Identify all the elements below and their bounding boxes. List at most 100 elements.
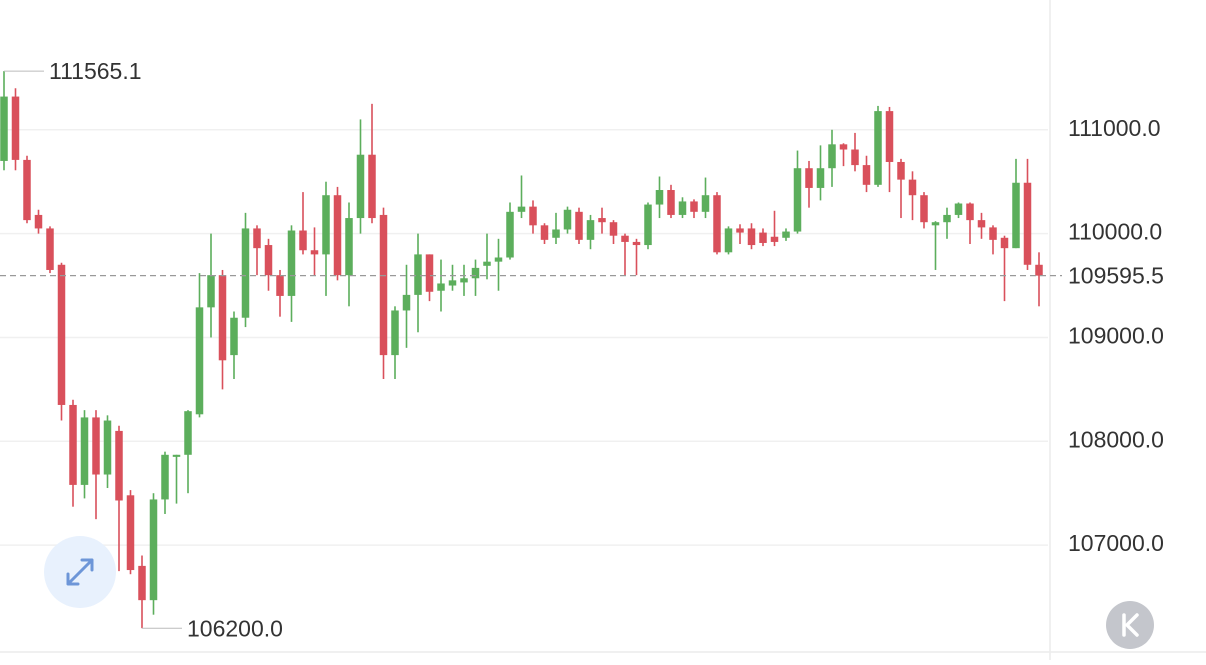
candle-body [115, 430, 123, 501]
max-label: 111565.1 [49, 58, 142, 84]
candle-body [11, 96, 20, 160]
candle-body [460, 278, 468, 283]
candle-body [287, 230, 296, 296]
y-tick-label: 107000.0 [1068, 530, 1164, 556]
y-tick-label: 110000.0 [1068, 219, 1162, 245]
candle-body [552, 229, 560, 238]
candle-body [540, 225, 549, 240]
candle-body [678, 201, 687, 215]
candle-body [161, 454, 169, 500]
candle-body [736, 228, 744, 233]
candle-body [368, 154, 376, 219]
candle-body [333, 195, 342, 276]
candle-body [632, 241, 641, 246]
candle-body [609, 222, 618, 236]
candle-body [782, 231, 790, 238]
candle-body [195, 307, 204, 415]
candle-body [299, 230, 307, 251]
candle-body [172, 454, 181, 457]
candle-body [989, 227, 997, 240]
candle-body [322, 195, 330, 255]
candle-body [471, 267, 480, 279]
candle-body [1012, 182, 1020, 249]
candle-body [230, 317, 238, 356]
candle-body [954, 203, 963, 215]
candle-body [425, 254, 434, 292]
candle-body [483, 261, 491, 266]
candle-body [80, 417, 89, 485]
candle-body [207, 275, 215, 308]
candle-body [920, 195, 928, 223]
candle-body [862, 165, 871, 185]
candle-body [759, 232, 767, 243]
candle-body [149, 499, 158, 601]
candle-body [356, 154, 365, 219]
y-tick-label: 109000.0 [1068, 323, 1164, 349]
min-label: 106200.0 [187, 615, 283, 641]
candle-body [851, 149, 859, 166]
candle-body [828, 144, 836, 169]
candle-body [57, 264, 66, 405]
candle-body [92, 417, 100, 475]
expand-button[interactable] [44, 536, 116, 608]
y-tick-label: 108000.0 [1068, 426, 1164, 452]
candle-body [598, 218, 606, 223]
candle-body [816, 168, 825, 188]
candle-body [839, 144, 848, 150]
candle-body [241, 228, 250, 318]
candle-body [310, 250, 319, 255]
current-price-label: 109595.5 [1068, 263, 1164, 289]
candle-body [0, 96, 8, 161]
grid: 107000.0 108000.0 109000.0 110000.0 111000.0 [0, 115, 1164, 556]
candle-body [586, 220, 595, 240]
y-tick-label: 111000.0 [1068, 115, 1161, 141]
candle-body [529, 206, 537, 226]
candle-body [874, 111, 882, 185]
candle-body [977, 220, 986, 228]
candle-body [943, 214, 951, 223]
candle-body [34, 214, 43, 229]
candle-body [644, 204, 652, 246]
candle-body [885, 111, 894, 162]
candle-body [264, 245, 273, 276]
candle-body [506, 211, 514, 258]
candle-body [103, 420, 112, 475]
candle-body [575, 211, 583, 240]
candle-body [126, 495, 135, 571]
candle-body [966, 203, 974, 221]
current-price-bg [1062, 259, 1202, 292]
candle-body [897, 161, 905, 180]
candle-body [1035, 264, 1043, 276]
k-button[interactable] [1106, 601, 1154, 649]
candle-body [770, 236, 779, 242]
candle-body [276, 275, 284, 296]
candle-body [379, 214, 388, 356]
candle-body [184, 411, 192, 455]
overlay: 111565.1 106200.0 109595.5 [0, 58, 1202, 641]
candle-body [1000, 237, 1009, 249]
candle-body [793, 168, 802, 232]
candle-body [667, 190, 675, 215]
candle-body [690, 201, 698, 212]
candle-body [908, 179, 917, 196]
candle-body [138, 565, 146, 601]
candle-body [437, 283, 445, 291]
candle-body [747, 228, 756, 246]
candle-body [218, 275, 227, 361]
candle-body [414, 254, 422, 295]
candle-body [46, 228, 54, 270]
candle-body [345, 218, 353, 276]
candle-body [253, 228, 261, 249]
candle-body [517, 206, 526, 212]
candle-body [23, 159, 31, 221]
candle-body [724, 228, 733, 253]
candle-body [805, 168, 813, 188]
candle-body [448, 280, 457, 286]
candle-body [69, 404, 77, 485]
candle-body [655, 190, 664, 205]
candle-body [494, 257, 503, 262]
candle-body [1023, 182, 1032, 265]
candle-body [402, 294, 411, 311]
candle-body [563, 209, 572, 230]
